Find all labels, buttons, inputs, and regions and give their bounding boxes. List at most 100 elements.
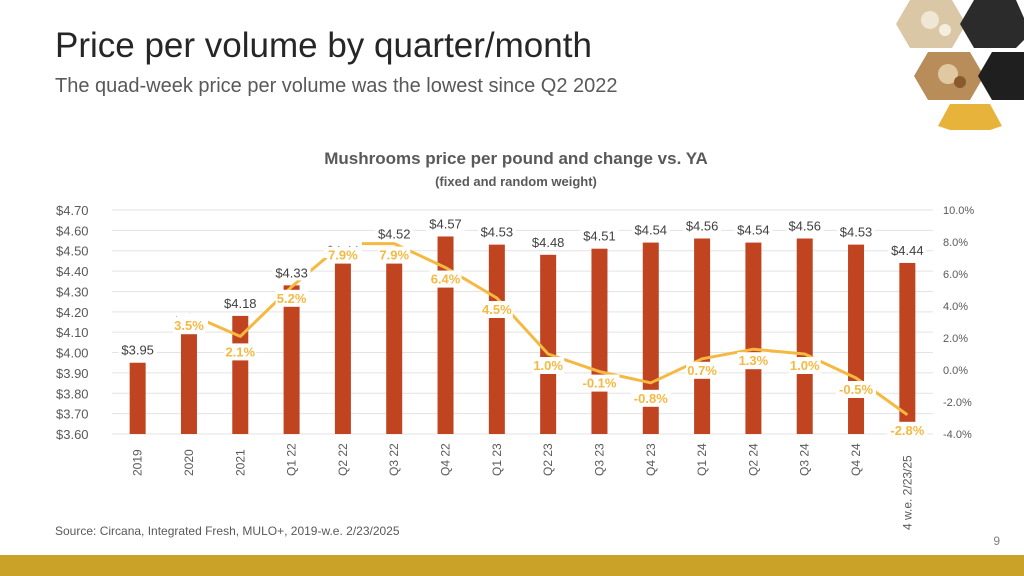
footer-bar [0,555,1024,576]
bar [642,242,659,434]
bar-value-label: $4.57 [429,216,462,231]
y-tick-label: $3.80 [56,386,89,401]
bar [334,262,351,434]
x-tick-label: Q1 23 [490,443,504,476]
bar-value-label: $4.56 [686,219,719,234]
bar-value-label: $4.18 [224,296,257,311]
bar [694,238,711,434]
bar-label-bg [888,241,927,258]
bar-value-label: $4.33 [275,265,308,280]
y-tick-label: $4.40 [56,264,89,279]
y-tick-label: $4.10 [56,325,89,340]
chart-title: Mushrooms price per pound and change vs.… [324,149,708,168]
bar-label-bg [118,341,157,358]
bar [180,334,197,434]
bar [848,244,865,434]
x-tick-label: Q1 24 [695,443,709,476]
x-tick-label: Q2 23 [541,443,555,476]
line-value-label: 1.0% [533,358,563,373]
line-label-bg [378,246,411,264]
bar-label-bg [683,217,722,234]
y2-tick-label: -4.0% [943,429,972,441]
y2-tick-label: 0.0% [943,365,968,377]
x-tick-label: Q2 24 [746,443,760,476]
line-label-bg [224,343,257,361]
y-tick-label: $4.60 [56,223,89,238]
line-value-label: -0.5% [839,382,873,397]
line-label-bg [172,317,205,334]
y-tick-label: $3.70 [56,407,89,422]
line-label-bg [737,352,770,370]
line-value-label: 2.1% [225,344,255,359]
line-label-bg [429,270,462,288]
line-label-bg [788,357,821,374]
line-value-label: 1.3% [739,353,769,368]
line-value-label: 5.2% [277,291,307,306]
x-tick-label: 2019 [131,449,145,476]
bar-label-bg [734,221,773,238]
bar-label-bg [529,233,568,250]
line-value-label: 6.4% [431,272,461,287]
x-tick-label: Q4 23 [644,443,658,476]
bar-value-label: $4.44 [891,243,924,258]
y2-tick-label: 8.0% [943,237,968,249]
bar-label-bg [785,217,824,234]
y2-tick-label: 4.0% [943,301,968,313]
line-label-bg [326,246,359,264]
y-tick-label: $4.30 [56,284,89,299]
bar-value-label: $4.52 [378,227,411,242]
line-value-label: 7.9% [328,248,358,263]
chart-subtitle: (fixed and random weight) [435,174,597,189]
bar-label-bg [837,223,876,240]
bar [796,238,813,434]
line-value-label: -2.8% [890,423,924,438]
bar-label-bg [477,223,516,240]
y-tick-label: $3.60 [56,427,89,442]
bar [745,242,762,434]
bar [386,246,403,434]
bar-label-bg [580,227,619,244]
bar-value-label: $3.95 [121,343,154,358]
line-value-label: 3.5% [174,318,204,333]
bar [129,362,146,434]
bar-value-label: $4.53 [481,225,514,240]
x-tick-label: Q4 22 [439,443,453,476]
mushroom-photo-decoration [896,0,1024,130]
bar-label-bg [221,294,260,311]
y-tick-label: $4.20 [56,305,89,320]
line-label-bg [887,421,928,439]
bar-value-label: $4.54 [635,223,668,238]
x-tick-label: Q2 22 [336,443,350,476]
bar-label-bg [631,221,670,238]
line-label-bg [532,357,565,374]
x-tick-label: Q3 24 [798,443,812,476]
line-value-label: 0.7% [687,363,717,378]
line-label-bg [480,301,513,318]
x-tick-label: Q3 22 [387,443,401,476]
bar-label-bg [426,215,465,232]
x-tick-label: 2021 [233,449,247,476]
x-tick-label: Q4 24 [849,443,863,476]
bar-value-label: $4.56 [788,219,821,234]
x-tick-label: Q3 23 [592,443,606,476]
bar-value-label: $4.48 [532,235,565,250]
y-tick-label: $4.70 [56,203,89,218]
line-label-bg [630,389,671,407]
y-tick-label: $3.90 [56,366,89,381]
line-value-label: -0.1% [582,376,616,391]
line-label-bg [686,361,719,379]
line-label-bg [275,289,308,307]
bar-value-label: $4.53 [840,225,873,240]
y-tick-label: $4.00 [56,346,89,361]
y2-tick-label: 10.0% [943,205,974,217]
y2-tick-label: -2.0% [943,397,972,409]
x-tick-label: Q1 22 [285,443,299,476]
x-tick-label: 4 w.e. 2/23/25 [900,455,914,530]
x-tick-label: 2020 [182,449,196,476]
bar [591,248,608,434]
bar-label-bg [272,264,311,281]
line-value-label: 1.0% [790,358,820,373]
y2-tick-label: 6.0% [943,269,968,281]
bar [488,244,505,434]
